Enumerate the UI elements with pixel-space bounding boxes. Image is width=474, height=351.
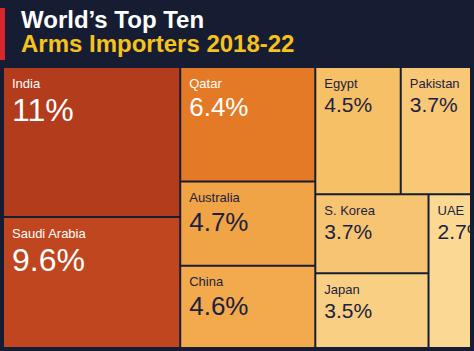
svg-text:3.7%: 3.7%: [410, 93, 458, 116]
svg-text:4.5%: 4.5%: [324, 93, 372, 116]
svg-text:11%: 11%: [12, 92, 74, 128]
svg-text:4.7%: 4.7%: [189, 207, 248, 237]
svg-text:China: China: [189, 274, 224, 289]
svg-text:4.6%: 4.6%: [189, 291, 248, 321]
svg-text:Pakistan: Pakistan: [410, 76, 460, 91]
svg-text:Arms Importers 2018-22: Arms Importers 2018-22: [21, 30, 294, 57]
svg-text:UAE: UAE: [438, 203, 465, 218]
svg-text:3.7%: 3.7%: [324, 220, 372, 243]
svg-text:Egypt: Egypt: [324, 76, 358, 91]
svg-text:2.7%: 2.7%: [438, 220, 474, 243]
svg-text:S. Korea: S. Korea: [324, 203, 375, 218]
svg-text:Australia: Australia: [189, 190, 240, 205]
svg-text:6.4%: 6.4%: [189, 92, 248, 122]
svg-text:Japan: Japan: [324, 282, 359, 297]
svg-text:World’s Top Ten: World’s Top Ten: [21, 6, 204, 33]
svg-text:9.6%: 9.6%: [12, 242, 85, 278]
svg-text:3.5%: 3.5%: [324, 299, 372, 322]
svg-text:India: India: [12, 76, 41, 91]
svg-text:Qatar: Qatar: [189, 76, 222, 91]
svg-text:Saudi Arabia: Saudi Arabia: [12, 226, 86, 241]
